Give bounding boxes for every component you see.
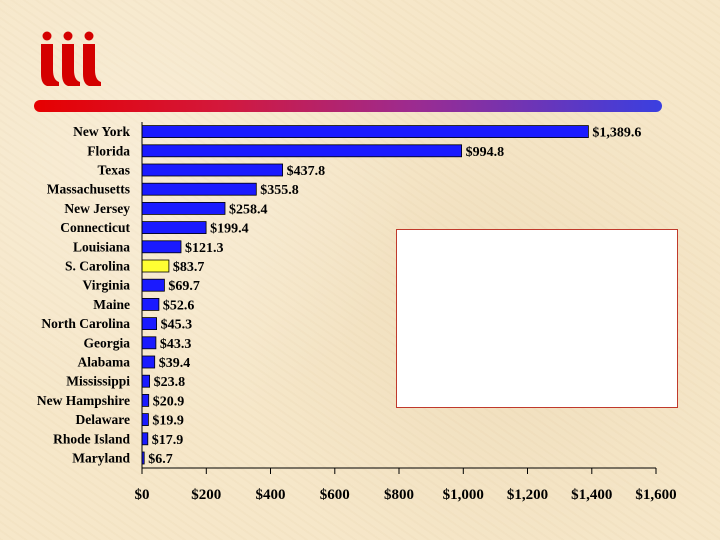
bar-maine (141, 297, 160, 311)
category-label: Maryland (72, 451, 130, 466)
value-label: $437.8 (287, 164, 326, 179)
value-label: $258.4 (229, 202, 268, 217)
category-label: Maine (93, 297, 130, 312)
value-label: $6.7 (148, 452, 173, 467)
value-label: $17.9 (152, 433, 184, 448)
x-tick-label: $400 (256, 487, 286, 503)
bar-rhode-island (141, 432, 149, 446)
category-label: Rhode Island (53, 431, 130, 446)
category-label: Massachusetts (47, 182, 130, 197)
value-label: $43.3 (160, 337, 192, 352)
value-label: $199.4 (210, 222, 249, 237)
bar-new-york (141, 125, 589, 138)
category-label: Texas (97, 163, 130, 178)
bar-alabama (141, 355, 156, 369)
category-labels: New York Florida Texas Massachusetts New Jer… (37, 124, 131, 465)
x-axis: $0 $200 $400 $600 $800 $1,000 $1,200 $1,400 $1,6… (135, 122, 677, 503)
category-label: New Jersey (64, 201, 130, 216)
value-label: $994.8 (466, 145, 505, 160)
bar-florida (141, 144, 463, 158)
value-label: $52.6 (163, 298, 195, 313)
bar-virginia (141, 278, 165, 292)
bar-delaware (141, 413, 149, 427)
x-tick-label: $600 (320, 487, 350, 503)
category-label: S. Carolina (65, 259, 130, 274)
bar-new-jersey (141, 201, 226, 215)
bar-north-carolina (141, 317, 158, 331)
value-label: $1,389.6 (592, 126, 641, 141)
value-label: $19.9 (152, 414, 184, 429)
bars (141, 125, 589, 465)
bar-mississippi (141, 374, 150, 388)
x-tick-label: $1,200 (507, 487, 548, 503)
value-label: $45.3 (161, 318, 193, 333)
category-label: New Hampshire (37, 393, 130, 408)
value-label: $20.9 (153, 394, 185, 409)
value-label: $121.3 (185, 241, 224, 256)
category-label: Louisiana (73, 239, 130, 254)
category-label: Florida (87, 143, 130, 158)
x-tick-label: $0 (135, 487, 150, 503)
x-tick-label: $800 (384, 487, 414, 503)
category-label: Connecticut (60, 220, 130, 235)
value-label: $69.7 (168, 279, 200, 294)
value-label: $23.8 (154, 375, 186, 390)
category-label: Virginia (82, 278, 130, 293)
value-label: $83.7 (173, 260, 205, 275)
legend-box (396, 229, 678, 408)
x-tick-label: $1,600 (635, 487, 676, 503)
value-labels: $1,389.6 $994.8 $437.8 $355.8 $258.4 $199.4 $1… (148, 126, 641, 467)
category-label: Alabama (77, 355, 130, 370)
bar-louisiana (141, 240, 182, 254)
x-tick-label: $1,400 (571, 487, 612, 503)
value-label: $39.4 (159, 356, 191, 371)
value-label: $355.8 (260, 183, 299, 198)
header-divider (34, 100, 662, 112)
bar-massachusetts (141, 182, 257, 196)
bar-connecticut (141, 221, 207, 235)
category-label: Georgia (84, 335, 131, 350)
category-label: North Carolina (41, 316, 130, 331)
x-tick-label: $1,000 (443, 487, 484, 503)
bar-s-carolina (141, 259, 170, 273)
category-label: New York (73, 124, 130, 139)
bar-georgia (141, 336, 157, 350)
x-tick-label: $200 (191, 487, 221, 503)
iii-logo-icon (41, 31, 101, 86)
category-label: Delaware (76, 412, 130, 427)
category-label: Mississippi (66, 374, 130, 389)
bar-new-hampshire (141, 393, 150, 407)
bar-texas (141, 163, 284, 177)
